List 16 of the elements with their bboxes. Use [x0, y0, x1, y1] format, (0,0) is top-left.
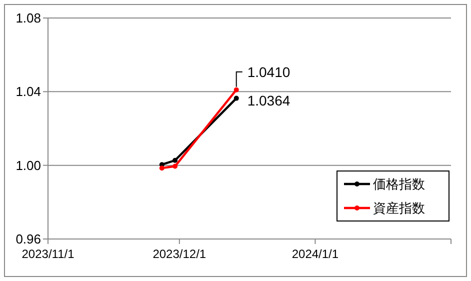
data-label: 1.0364 [247, 92, 290, 108]
data-label: 1.0410 [247, 64, 290, 80]
point [172, 164, 178, 169]
y-tick-label: 1.04 [16, 84, 41, 100]
legend-label: 資産指数 [373, 200, 425, 216]
point [234, 87, 239, 92]
point [159, 166, 164, 171]
x-tick-label: 2024/1/1 [292, 247, 339, 261]
point [234, 96, 239, 101]
x-tick-label: 2023/11/1 [22, 247, 75, 261]
y-tick-label: 1.00 [16, 158, 41, 173]
legend-label: 価格指数 [373, 176, 425, 192]
y-tick-label: 1.08 [16, 10, 41, 26]
y-tick-label: 0.96 [16, 232, 41, 247]
point [172, 158, 178, 163]
x-tick-label: 2023/12/1 [152, 247, 206, 261]
